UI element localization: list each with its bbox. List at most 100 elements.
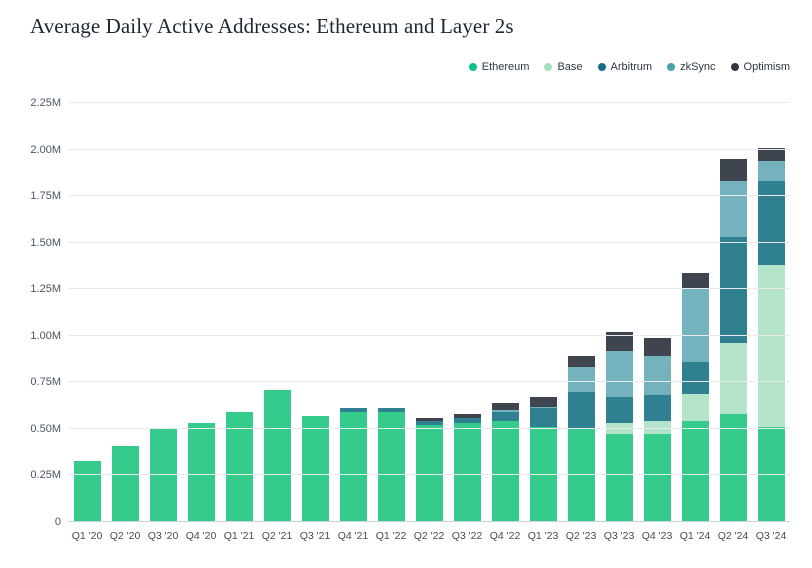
bar-segment-arbitrum[interactable]: [339, 408, 367, 413]
bar-column-q122[interactable]: [372, 103, 410, 522]
legend-dot-ethereum: [468, 63, 477, 71]
bar-segment-ethereum[interactable]: [719, 414, 747, 522]
x-axis-label: Q4 '23: [641, 530, 673, 542]
bar-segment-arbitrum[interactable]: [757, 181, 785, 266]
bar-segment-optimism[interactable]: [757, 147, 785, 161]
legend-label: zkSync: [680, 61, 716, 73]
bar-segment-ethereum[interactable]: [187, 423, 215, 522]
bar-column-q320[interactable]: [144, 103, 182, 522]
bar-segment-ethereum[interactable]: [339, 412, 367, 522]
legend-label: Base: [557, 61, 583, 73]
bar-segment-optimism[interactable]: [681, 272, 709, 290]
bar-segment-arbitrum[interactable]: [415, 421, 443, 426]
legend-item-zksync[interactable]: zkSync: [667, 61, 716, 73]
gridline: [68, 381, 790, 383]
bar-segment-arbitrum[interactable]: [567, 391, 595, 429]
legend-item-ethereum[interactable]: Ethereum: [468, 61, 529, 73]
bar-segment-arbitrum[interactable]: [453, 417, 481, 424]
bar-segment-zksync[interactable]: [529, 406, 557, 409]
bar-segment-ethereum[interactable]: [643, 434, 671, 522]
legend-item-optimism[interactable]: Optimism: [730, 61, 790, 73]
x-axis-label: Q2 '20: [109, 530, 141, 542]
x-axis-label: Q3 '21: [299, 530, 331, 542]
bar-column-q323[interactable]: [600, 103, 638, 522]
bar-segment-ethereum[interactable]: [377, 412, 405, 522]
plot-area: 0 0.25M 0.50M 0.75M 1.00M 1.25M 1.50M 1.75M 2.00…: [30, 97, 790, 528]
x-axis-label: Q3 '24: [755, 530, 787, 542]
bar-segment-ethereum[interactable]: [681, 421, 709, 522]
x-axis: Q1 '20 Q2 '20 Q3 '20 Q4 '20 Q1 '21 Q2 '21 Q3 '…: [68, 530, 790, 542]
bar-column-q324[interactable]: [752, 103, 790, 522]
bar-segment-base[interactable]: [757, 265, 785, 428]
x-axis-label: Q1 '24: [679, 530, 711, 542]
x-axis-label: Q2 '24: [717, 530, 749, 542]
bar-segment-ethereum[interactable]: [225, 412, 253, 522]
bar-segment-optimism[interactable]: [567, 356, 595, 368]
bar-column-q222[interactable]: [410, 103, 448, 522]
bar-segment-zksync[interactable]: [681, 289, 709, 362]
bar-column-q221[interactable]: [258, 103, 296, 522]
legend-label: Arbitrum: [610, 61, 653, 73]
bar-segment-ethereum[interactable]: [453, 423, 481, 522]
x-axis-label: Q1 '23: [527, 530, 559, 542]
bar-column-q220[interactable]: [106, 103, 144, 522]
legend-item-arbitrum[interactable]: Arbitrum: [597, 61, 653, 73]
bar-column-q321[interactable]: [296, 103, 334, 522]
bar-segment-optimism[interactable]: [643, 337, 671, 357]
bar-segment-optimism[interactable]: [719, 158, 747, 182]
legend-dot-base: [544, 63, 553, 71]
y-axis-label: 1.00M: [30, 329, 61, 342]
x-axis-line: [68, 521, 790, 522]
bar-segment-zksync[interactable]: [757, 160, 785, 182]
bar-segment-zksync[interactable]: [605, 350, 633, 398]
bar-segment-zksync[interactable]: [491, 410, 519, 413]
bar-column-q124[interactable]: [676, 103, 714, 522]
bar-segment-base[interactable]: [719, 343, 747, 414]
legend-dot-arbitrum: [597, 63, 606, 71]
bar-segment-zksync[interactable]: [719, 181, 747, 238]
y-axis-label: 0: [54, 516, 61, 528]
bar-column-q422[interactable]: [486, 103, 524, 522]
bar-segment-arbitrum[interactable]: [605, 397, 633, 424]
bar-column-q224[interactable]: [714, 103, 752, 522]
bar-segment-base[interactable]: [605, 423, 633, 435]
bar-column-q121[interactable]: [220, 103, 258, 522]
bar-segment-arbitrum[interactable]: [491, 412, 519, 422]
gridline: [68, 288, 790, 290]
bar-segment-ethereum[interactable]: [301, 415, 329, 522]
x-axis-label: Q1 '20: [71, 530, 103, 542]
bar-segment-ethereum[interactable]: [491, 421, 519, 522]
gridline: [68, 241, 790, 243]
y-axis-label: 1.50M: [30, 236, 61, 249]
bar-column-q420[interactable]: [182, 103, 220, 522]
legend-item-base[interactable]: Base: [544, 61, 583, 73]
gridline: [68, 195, 790, 197]
bar-column-q123[interactable]: [524, 103, 562, 522]
bar-segment-optimism[interactable]: [529, 397, 557, 407]
bar-segment-arbitrum[interactable]: [529, 408, 557, 428]
bar-segment-ethereum[interactable]: [415, 425, 443, 522]
bar-column-q322[interactable]: [448, 103, 486, 522]
y-axis-label: 2.00M: [30, 143, 61, 156]
bar-segment-optimism[interactable]: [453, 414, 481, 418]
bar-segment-zksync[interactable]: [643, 356, 671, 396]
bar-segment-optimism[interactable]: [605, 332, 633, 351]
bar-segment-ethereum[interactable]: [73, 460, 101, 522]
bar-column-q120[interactable]: [68, 103, 106, 522]
bar-column-q421[interactable]: [334, 103, 372, 522]
bar-segment-arbitrum[interactable]: [719, 237, 747, 344]
bar-segment-ethereum[interactable]: [263, 389, 291, 522]
bar-segment-optimism[interactable]: [415, 417, 443, 422]
bar-segment-optimism[interactable]: [491, 402, 519, 411]
bar-column-q423[interactable]: [638, 103, 676, 522]
gridline: [68, 148, 790, 150]
bar-segment-arbitrum[interactable]: [643, 395, 671, 422]
bar-segment-base[interactable]: [681, 393, 709, 422]
bar-segment-ethereum[interactable]: [605, 434, 633, 522]
bar-segment-arbitrum[interactable]: [377, 408, 405, 413]
bar-segment-arbitrum[interactable]: [681, 361, 709, 394]
bar-segment-zksync[interactable]: [567, 367, 595, 392]
bar-segment-ethereum[interactable]: [111, 445, 139, 522]
bar-column-q223[interactable]: [562, 103, 600, 522]
legend-dot-zksync: [667, 63, 676, 71]
